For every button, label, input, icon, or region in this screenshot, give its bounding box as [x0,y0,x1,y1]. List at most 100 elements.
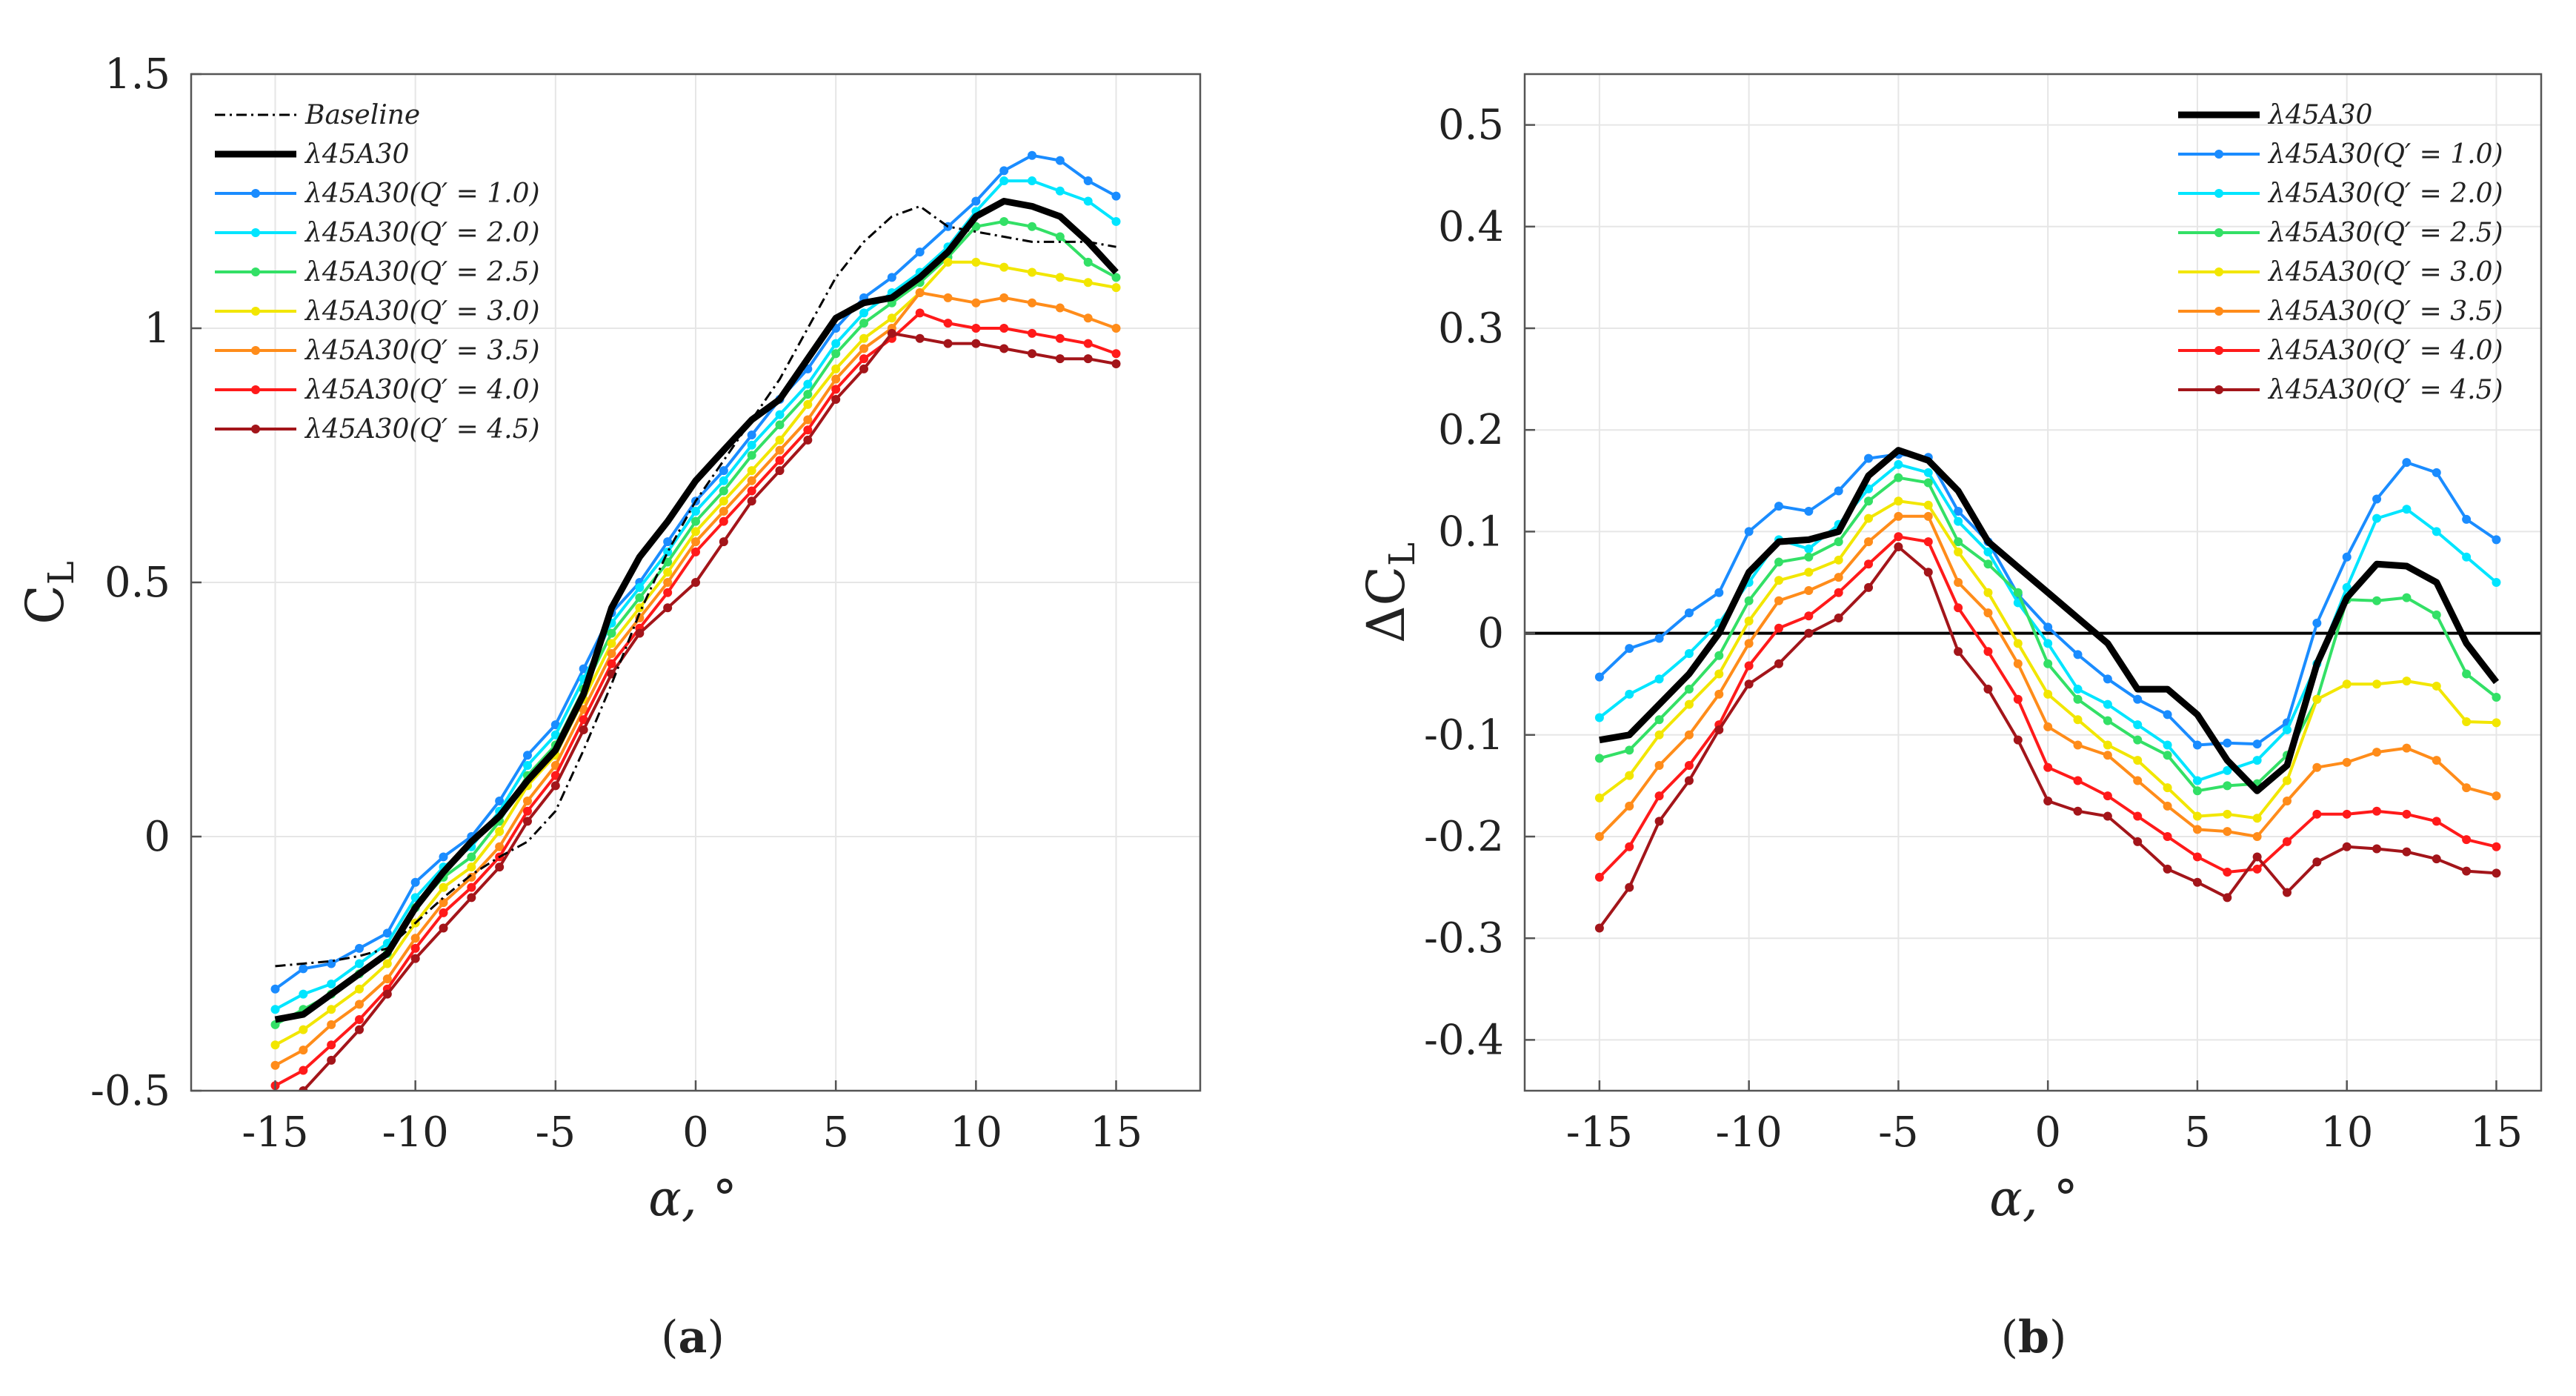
panel-b-series-line-0 [1599,447,2500,794]
panel-a-series-7-point [775,456,785,465]
panel-b-legend-marker-3 [2214,228,2223,237]
panel-b-series-7-point [2283,888,2292,897]
panel-b-series-7-point [1983,685,1993,694]
panel-b-series-2-point [1625,689,1634,699]
panel-a-data [270,150,1121,1091]
panel-b-y-tick-label: 0.4 [1438,203,1504,251]
panel-a-series-3-point [831,339,841,348]
panel-b-series-7-point [2133,837,2143,846]
panel-b-series-1-point [1744,527,1754,536]
panel-a-series-3-point [635,582,645,592]
panel-b-frame [1523,73,2543,1092]
panel-a-series-3-point [1111,216,1121,226]
panel-a-series-2-point [355,943,364,953]
panel-a-series-4-point [467,852,476,862]
panel-b-series-2-point [1654,674,1664,684]
panel-a-y-tick-label: 1.5 [104,50,170,99]
panel-b-series-7-point [1744,679,1754,689]
panel-b-series-7-point [1954,647,1963,657]
panel-b-series-3-point [2013,588,2023,597]
panel-a-series-2-point [719,466,728,476]
panel-a-series-7-point [663,588,673,597]
panel-a-series-3-point [747,440,756,450]
panel-a-series-5-point [495,827,505,837]
panel-b-ticks: -15 -10 -5 0 5 10 15 -0.4 -0.3 -0.2 -0.1 0 0.1 0.2 0.3… [1424,102,2523,1157]
panel-b-y-tick-label: -0.2 [1424,813,1504,861]
panel-b-series-4-point [2103,740,2112,750]
panel-a-series-5-point [270,1040,280,1050]
panel-a-series-7-point [1055,333,1065,343]
panel-a-series-8-point [523,817,532,826]
panel-a-series-line-0 [275,205,1116,968]
panel-b-series-4-point [1864,513,1874,523]
panel-b-y-tick-label: 0.2 [1438,406,1504,454]
panel-b-series-1-point [2133,694,2143,704]
panel-b-x-tick-label: -5 [1878,1109,1919,1157]
panel-a-x-tick-label: 10 [950,1109,1002,1157]
panel-a-series-7-point [327,1040,336,1050]
panel-b-series-3-point [2492,693,2501,702]
panel-b-y-tick-label: -0.3 [1424,914,1504,963]
panel-b-series-4-point [2043,689,2053,699]
panel-b-series-4-point [2342,679,2352,689]
panel-a-legend-label-1: λ45A30 [304,139,409,170]
panel-b-series-5-point [2312,762,2322,772]
panel-b-series-1-point [2163,710,2172,719]
panel-b-series-1-point [2252,739,2262,749]
panel-b-y-tick-label: -0.1 [1424,711,1504,760]
panel-b-series-5-point [1804,585,1814,595]
panel-a-series-3-point [270,1005,280,1014]
panel-a-series-4-point [999,216,1009,226]
panel-b-legend-marker-5 [2214,307,2223,316]
panel-a-series-5-point [803,399,813,409]
panel-b-series-2-point [2133,720,2143,730]
panel-a-legend-label-6: λ45A30(Q′ = 3.5) [304,336,540,366]
panel-a-series-2-point [747,431,756,440]
panel-a-legend-marker-3 [251,228,260,237]
panel-b-series-2-point [2103,699,2112,709]
panel-b-series-6-point [2252,864,2262,874]
panel-a-series-7-point [579,715,588,725]
panel-a-legend-label-4: λ45A30(Q′ = 2.5) [304,257,540,287]
panel-a-series-8-point [831,395,841,405]
panel-a-series-8-point [915,333,925,343]
panel-b-series-2-point [2432,527,2441,536]
panel-b-series-6-point [2372,806,2382,816]
panel-b-series-6-point [2492,842,2501,851]
panel-b-series-2-point [2073,685,2083,694]
panel-b-series-6-point [1594,872,1604,882]
panel-b-series-7-point [2312,857,2322,867]
panel-b-series-5-point [2462,783,2472,793]
panel-a-series-6-point [971,298,981,308]
panel-a-legend-label-0: Baseline [304,100,420,130]
panel-a-y-tick-label: -0.5 [90,1067,170,1115]
panel-b-series-3-point [1834,537,1843,547]
panel-b-grid [1525,74,2541,1091]
panel-b-legend-label-4: λ45A30(Q′ = 3.0) [2267,257,2503,287]
panel-a-series-4-point [1083,257,1093,267]
panel-b-series-5-point [1834,573,1843,582]
panel-a-series-8-point [495,862,505,872]
panel-a-series-6-point [1083,313,1093,323]
panel-a-series-5-point [663,568,673,577]
panel-a-series-7-point [1111,349,1121,359]
panel-a-series-6-point [1028,298,1036,308]
panel-a-series-5-point [382,959,392,968]
panel-b-series-3-point [1954,537,1963,547]
panel-a-series-7-point [1028,328,1036,338]
panel-a-series-4-point [1055,232,1065,242]
panel-b-series-5-point [1714,689,1724,699]
panel-b-legend: λ45A30 λ45A30(Q′ = 1.0) λ45A30(Q′ = 2.0) λ4… [2178,100,2503,405]
panel-a-series-3-point [523,760,532,770]
panel-a-series-4-point [607,628,616,638]
panel-a-series-4-point [775,420,785,430]
panel-b-series-5-point [2252,832,2262,841]
panel-b-series-4-point [2252,814,2262,823]
panel-b-series-7-point [2043,796,2053,805]
panel-b-series-6-point [1983,647,1993,657]
panel-b-series-5-point [1983,608,1993,618]
panel-a-series-8-point [410,954,420,963]
panel-b-series-5-point [2372,748,2382,757]
panel-a-series-3-point [299,989,308,999]
panel-b-series-2-point [2342,582,2352,592]
